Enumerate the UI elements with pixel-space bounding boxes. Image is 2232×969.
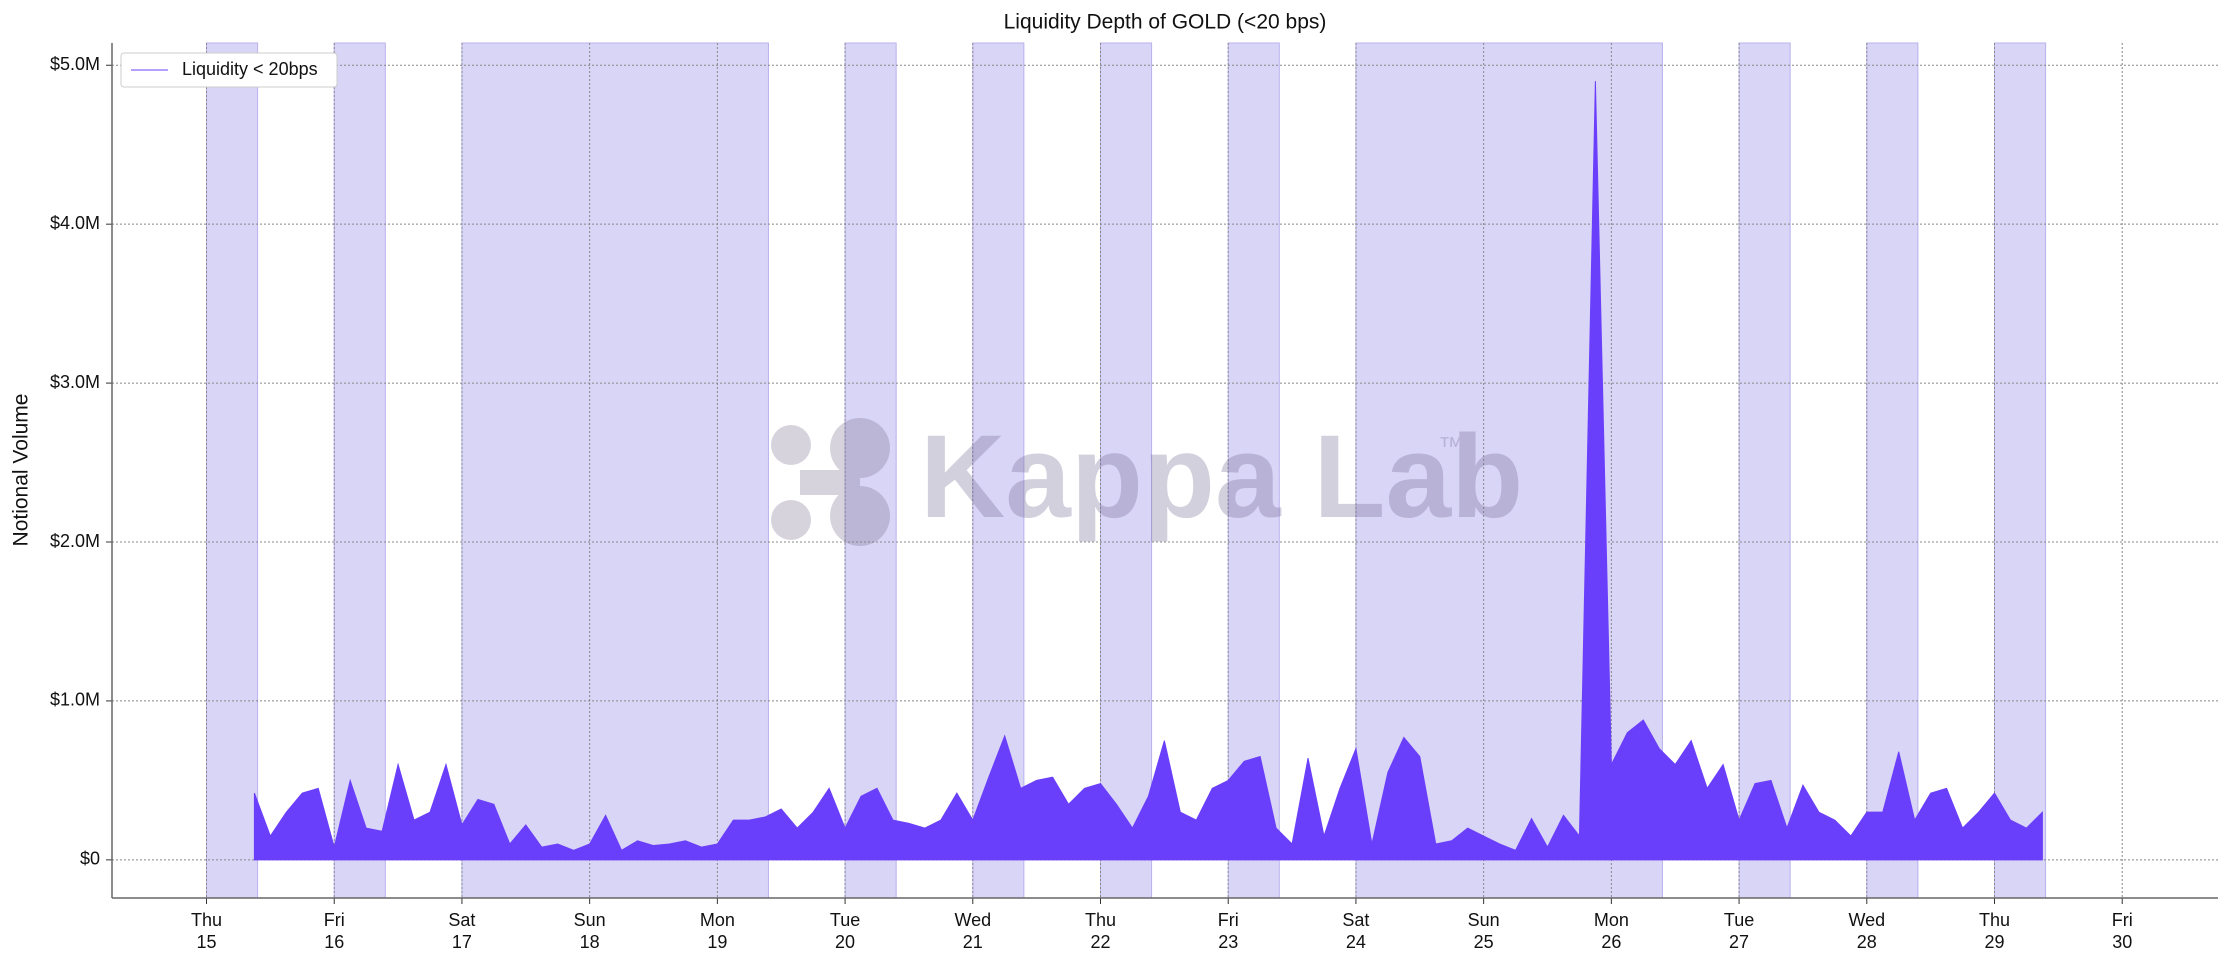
x-tick-label: Wed	[954, 910, 991, 930]
area	[253, 81, 2043, 861]
shaded-span	[1100, 42, 1153, 899]
y-axis-label: Notional Volume	[10, 394, 33, 547]
x-tick-label: Tue	[830, 910, 860, 930]
y-tick-label: $2.0M	[50, 531, 100, 551]
x-tick-day: 18	[580, 932, 600, 952]
x-tick-label: Thu	[191, 910, 222, 930]
x-tick-day: 26	[1601, 932, 1621, 952]
x-tick-day: 15	[196, 932, 216, 952]
x-tick-label: Fri	[2112, 910, 2133, 930]
x-tick-day: 28	[1857, 932, 1877, 952]
x-tick-day: 19	[707, 932, 727, 952]
logo-dot	[830, 418, 890, 478]
watermark-text: Kappa Lab	[920, 411, 1523, 543]
x-tick-day: 29	[1984, 932, 2004, 952]
shaded-span	[333, 42, 386, 899]
y-tick-label: $5.0M	[50, 54, 100, 74]
x-tick-label: Wed	[1848, 910, 1885, 930]
x-tick-day: 25	[1474, 932, 1494, 952]
shaded-span	[206, 42, 259, 899]
legend-label: Liquidity < 20bps	[182, 59, 318, 79]
shaded-span	[1994, 42, 2047, 899]
x-tick-label: Thu	[1979, 910, 2010, 930]
shaded-span	[844, 42, 897, 899]
y-tick-label: $0	[80, 849, 100, 869]
shaded-span	[1866, 42, 1919, 899]
shaded-span	[461, 42, 769, 899]
y-tick-label: $1.0M	[50, 690, 100, 710]
legend-box	[120, 52, 338, 88]
logo-bar	[800, 470, 860, 495]
watermark-sup: ™	[1438, 431, 1464, 461]
x-tick-day: 20	[835, 932, 855, 952]
watermark: Kappa Lab ™	[771, 411, 1523, 546]
x-tick-day: 27	[1729, 932, 1749, 952]
x-tick-day: 23	[1218, 932, 1238, 952]
logo-dot	[771, 425, 811, 465]
y-tick-label: $3.0M	[50, 372, 100, 392]
shaded-span	[1227, 42, 1280, 899]
x-tick-label: Sat	[448, 910, 475, 930]
logo-dot	[830, 486, 890, 546]
x-tick-day: 30	[2112, 932, 2132, 952]
shaded-span	[1738, 42, 1791, 899]
x-tick-label: Sat	[1342, 910, 1369, 930]
x-tick-label: Tue	[1724, 910, 1754, 930]
y-tick-label: $4.0M	[50, 213, 100, 233]
x-tick-label: Mon	[1594, 910, 1629, 930]
x-tick-label: Fri	[324, 910, 345, 930]
x-tick-label: Sun	[574, 910, 606, 930]
chart-title: Liquidity Depth of GOLD (<20 bps)	[1004, 11, 1327, 34]
x-tick-day: 22	[1090, 932, 1110, 952]
x-tick-label: Fri	[1218, 910, 1239, 930]
x-tick-day: 24	[1346, 932, 1366, 952]
x-tick-day: 17	[452, 932, 472, 952]
x-tick-label: Mon	[700, 910, 735, 930]
legend: Liquidity < 20bps	[120, 52, 338, 88]
x-tick-label: Sun	[1468, 910, 1500, 930]
x-tick-day: 16	[324, 932, 344, 952]
x-tick-day: 21	[963, 932, 983, 952]
logo-dot	[771, 500, 811, 540]
x-tick-label: Thu	[1085, 910, 1116, 930]
